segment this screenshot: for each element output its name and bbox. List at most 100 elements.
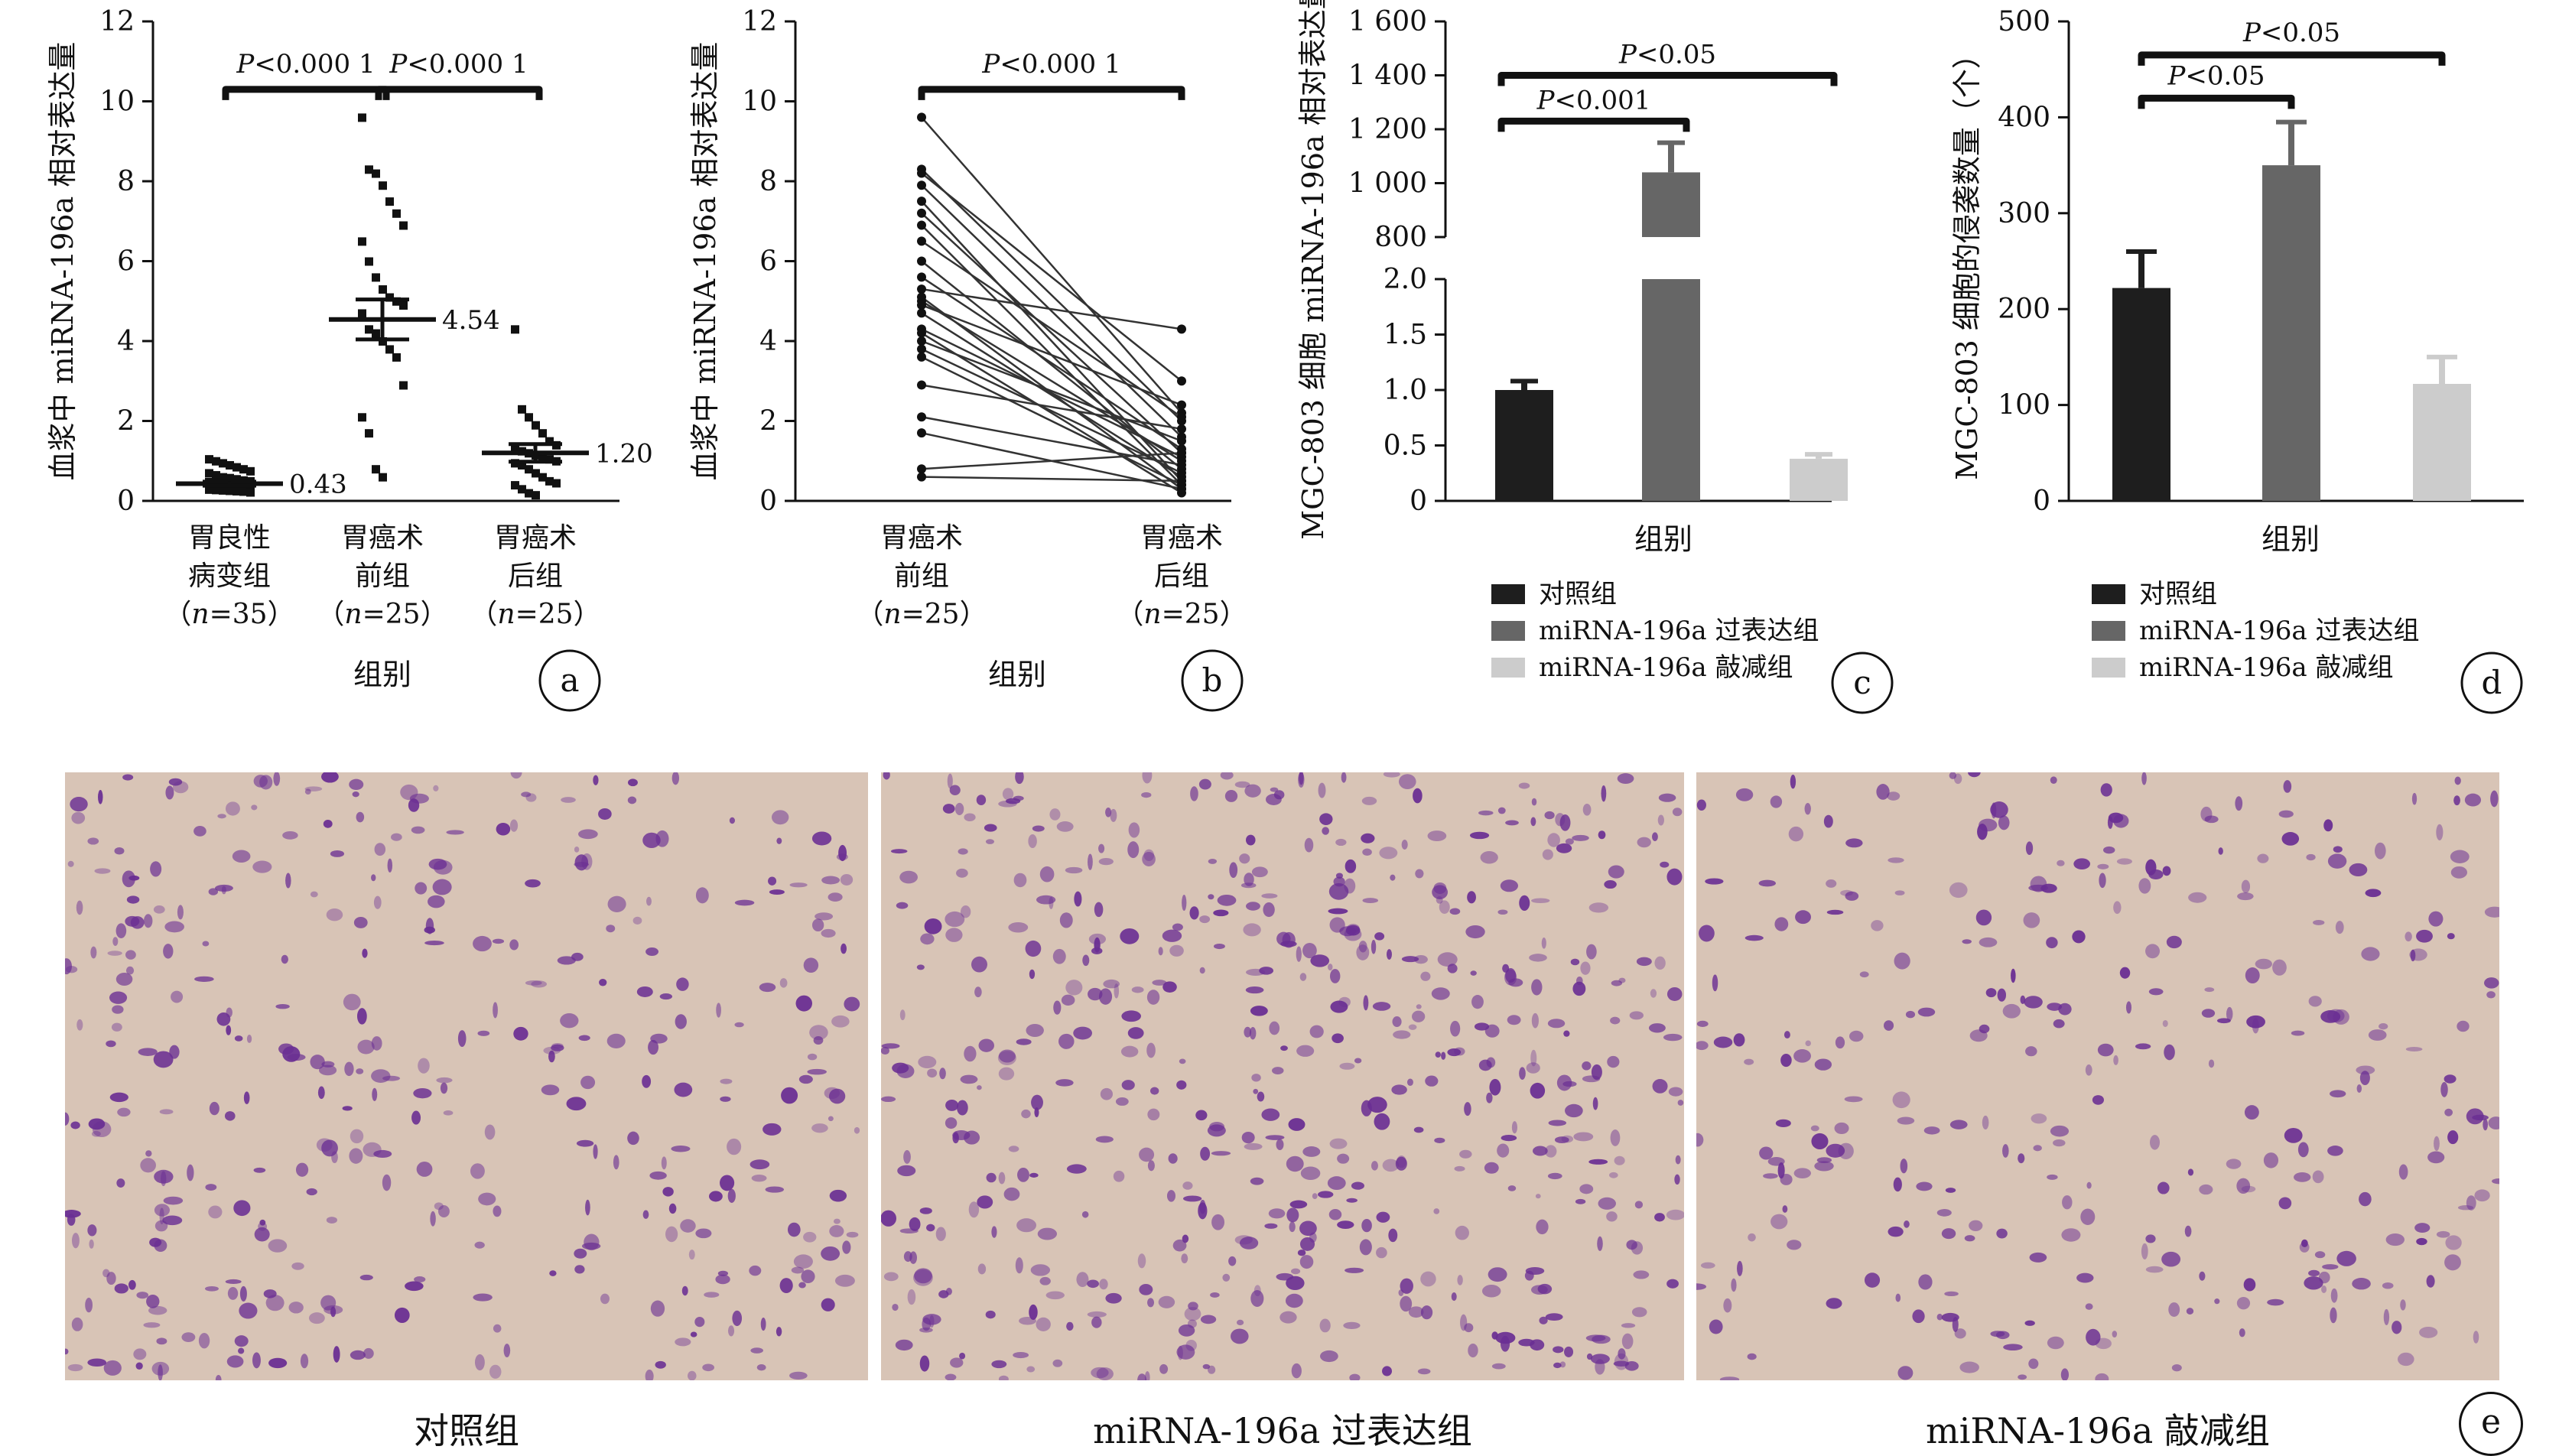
stained-cell <box>913 1269 933 1286</box>
stained-cell <box>477 1030 490 1036</box>
stained-cell <box>1181 1253 1188 1264</box>
photo-background <box>1696 772 2499 1380</box>
stained-cell <box>1374 1113 1390 1130</box>
stained-cell <box>974 986 982 998</box>
stained-cell <box>749 1265 762 1276</box>
stained-cell <box>208 888 219 895</box>
stained-cell <box>2113 901 2122 915</box>
a-point-1 <box>372 465 380 474</box>
stained-cell <box>382 1174 392 1191</box>
d-bar-2 <box>2413 384 2471 501</box>
a-category-1-line-2: （n=25） <box>317 599 447 630</box>
stained-cell <box>2149 1135 2160 1150</box>
stained-cell <box>1467 891 1476 904</box>
stained-cell <box>1251 1074 1261 1082</box>
b-category-1-line-1: 后组 <box>1154 561 1209 592</box>
stained-cell <box>1162 929 1182 942</box>
stained-cell <box>117 1107 131 1117</box>
stained-cell <box>1182 1234 1189 1243</box>
a-point-0 <box>239 487 248 496</box>
stained-cell <box>1758 879 1777 887</box>
stained-cell <box>649 1171 667 1180</box>
stained-cell <box>1780 1053 1792 1068</box>
stained-cell <box>1328 1209 1342 1220</box>
stained-cell <box>1246 834 1256 846</box>
stained-cell <box>1582 1061 1592 1071</box>
stained-cell <box>457 1030 467 1048</box>
stained-cell <box>916 964 925 970</box>
stained-cell <box>2095 1373 2109 1380</box>
c-bracket-0 <box>1497 117 1690 132</box>
stained-cell <box>1231 1328 1249 1344</box>
a-point-0 <box>212 486 220 495</box>
stained-cell <box>1345 859 1357 873</box>
stained-cell <box>541 1084 560 1096</box>
stained-cell <box>1202 1363 1211 1370</box>
stained-cell <box>333 1346 340 1363</box>
stained-cell <box>89 1239 94 1249</box>
stained-cell <box>1261 893 1278 899</box>
stained-cell <box>1979 937 1998 947</box>
stained-cell <box>1098 857 1114 866</box>
stained-cell <box>1185 1339 1197 1351</box>
stained-cell <box>252 1352 261 1369</box>
stained-cell <box>1406 1078 1413 1086</box>
stained-cell <box>1074 891 1082 907</box>
stained-cell <box>253 1167 266 1173</box>
stained-cell <box>2492 1178 2499 1185</box>
stained-cell <box>1367 1097 1387 1113</box>
stained-cell <box>599 978 607 986</box>
a-y-axis-tick-label: 10 <box>99 86 135 118</box>
stained-cell <box>2053 1139 2066 1147</box>
stained-cell <box>1383 772 1400 778</box>
stained-cell <box>1362 898 1379 904</box>
stained-cell <box>1427 830 1447 842</box>
stained-cell <box>749 1159 770 1170</box>
stained-cell <box>424 940 444 946</box>
stained-cell <box>1652 832 1658 841</box>
b-point-after <box>1177 424 1186 434</box>
stained-cell <box>1217 894 1237 906</box>
stained-cell <box>829 1189 847 1202</box>
stained-cell <box>1586 944 1597 960</box>
stained-cell <box>1826 1143 1845 1158</box>
stained-cell <box>798 1282 806 1289</box>
stained-cell <box>2436 1230 2450 1238</box>
stained-cell <box>1997 988 2007 1002</box>
stained-cell <box>2365 889 2382 898</box>
stained-cell <box>510 772 522 779</box>
stained-cell <box>1362 848 1372 856</box>
stained-cell <box>991 1226 997 1238</box>
stained-cell <box>525 793 537 802</box>
a-point-1 <box>372 169 380 178</box>
a-pvalue-1: P<0.000 1 <box>389 49 528 80</box>
d-y-axis-tick-label: 500 <box>1998 6 2050 37</box>
stained-cell <box>259 1219 266 1226</box>
stained-cell <box>1244 1026 1252 1038</box>
b-y-axis-tick-label: 10 <box>742 86 777 118</box>
stained-cell <box>254 1227 270 1242</box>
stained-cell <box>2204 987 2215 993</box>
stained-cell <box>493 1324 502 1333</box>
stained-cell <box>1788 826 1804 842</box>
stained-cell <box>65 966 78 973</box>
stained-cell <box>1887 791 1901 801</box>
stained-cell <box>1845 838 1863 848</box>
stained-cell <box>306 1188 317 1196</box>
stained-cell <box>1142 851 1156 866</box>
stained-cell <box>1413 1126 1424 1133</box>
stained-cell <box>1782 1205 1788 1213</box>
stained-cell <box>225 801 240 816</box>
stained-cell <box>1918 1274 1933 1290</box>
d-y-axis-tick-label: 200 <box>1998 294 2050 325</box>
stained-cell <box>2323 819 2333 832</box>
stained-cell <box>2241 879 2251 893</box>
stained-cell <box>2141 1243 2148 1260</box>
stained-cell <box>1883 1020 1894 1031</box>
stained-cell <box>1286 1155 1304 1172</box>
stained-cell <box>1239 853 1250 864</box>
stained-cell <box>1244 784 1261 798</box>
stained-cell <box>1300 1166 1321 1181</box>
stained-cell <box>357 1008 367 1025</box>
stained-cell <box>1982 1115 1989 1129</box>
